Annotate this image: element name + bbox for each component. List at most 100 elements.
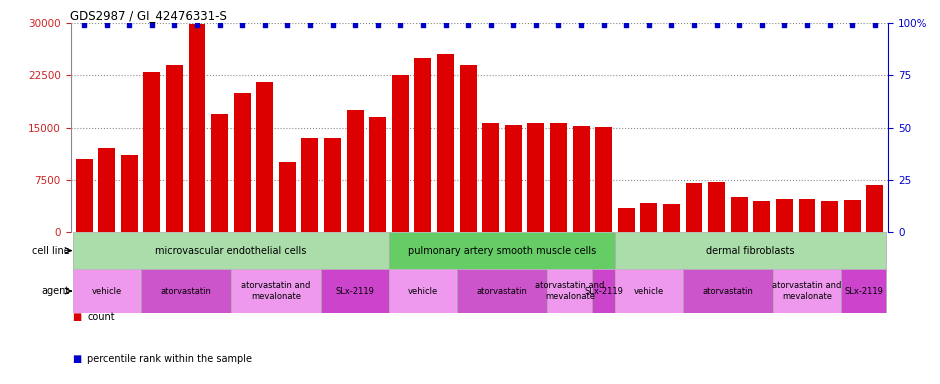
Point	[483, 22, 498, 28]
Text: GDS2987 / GI_42476331-S: GDS2987 / GI_42476331-S	[70, 9, 227, 22]
Point	[99, 22, 114, 28]
Bar	[347, 110, 364, 232]
Bar	[547, 269, 592, 313]
Point	[235, 22, 250, 28]
Point	[461, 22, 476, 28]
Bar	[798, 199, 815, 232]
Point	[776, 22, 791, 28]
Bar	[257, 82, 274, 232]
Point	[348, 22, 363, 28]
Bar	[141, 269, 231, 313]
Text: agent: agent	[41, 286, 70, 296]
Text: atorvastatin: atorvastatin	[477, 286, 527, 296]
Point	[167, 22, 182, 28]
Bar	[302, 138, 319, 232]
Bar	[212, 114, 228, 232]
Text: SLx-2119: SLx-2119	[844, 286, 883, 296]
Bar	[389, 232, 615, 269]
Point	[754, 22, 769, 28]
Point	[258, 22, 273, 28]
Text: atorvastatin: atorvastatin	[702, 286, 753, 296]
Bar	[730, 197, 747, 232]
Bar	[708, 182, 725, 232]
Bar	[527, 122, 544, 232]
Bar	[482, 122, 499, 232]
Bar	[640, 203, 657, 232]
Bar	[592, 269, 615, 313]
Bar	[753, 201, 770, 232]
Point	[145, 22, 160, 28]
Point	[190, 22, 205, 28]
Point	[370, 22, 385, 28]
Bar	[867, 185, 884, 232]
Text: vehicle: vehicle	[91, 286, 122, 296]
Point	[868, 22, 883, 28]
Text: microvascular endothelial cells: microvascular endothelial cells	[155, 246, 306, 256]
Point	[415, 22, 431, 28]
Bar	[324, 138, 341, 232]
Bar	[144, 72, 161, 232]
Text: SLx-2119: SLx-2119	[585, 286, 623, 296]
Bar	[595, 127, 612, 232]
Point	[212, 22, 227, 28]
Point	[664, 22, 679, 28]
Point	[121, 22, 136, 28]
Bar	[618, 208, 634, 232]
Bar	[392, 75, 409, 232]
Point	[393, 22, 408, 28]
Bar	[572, 126, 589, 232]
Point	[799, 22, 814, 28]
Text: atorvastatin and
mevalonate: atorvastatin and mevalonate	[773, 281, 841, 301]
Bar	[98, 149, 115, 232]
Text: cell line: cell line	[32, 246, 70, 256]
Bar	[773, 269, 841, 313]
Point	[76, 22, 91, 28]
Point	[845, 22, 860, 28]
Text: ■: ■	[72, 354, 82, 364]
Point	[280, 22, 295, 28]
Bar	[822, 201, 838, 232]
Bar	[615, 232, 886, 269]
Point	[506, 22, 521, 28]
Bar	[279, 162, 296, 232]
Text: count: count	[87, 312, 115, 322]
Text: ■: ■	[72, 312, 82, 322]
Bar	[389, 269, 457, 313]
Point	[438, 22, 453, 28]
Point	[551, 22, 566, 28]
Bar	[415, 58, 431, 232]
Bar	[505, 125, 522, 232]
Text: atorvastatin and
mevalonate: atorvastatin and mevalonate	[535, 281, 604, 301]
Text: pulmonary artery smooth muscle cells: pulmonary artery smooth muscle cells	[408, 246, 596, 256]
Point	[325, 22, 340, 28]
Bar	[437, 55, 454, 232]
Bar	[682, 269, 773, 313]
Point	[596, 22, 611, 28]
Bar	[72, 269, 141, 313]
Point	[303, 22, 318, 28]
Point	[619, 22, 634, 28]
Bar	[369, 117, 386, 232]
Text: SLx-2119: SLx-2119	[336, 286, 374, 296]
Point	[641, 22, 656, 28]
Bar	[234, 93, 251, 232]
Point	[709, 22, 724, 28]
Text: vehicle: vehicle	[634, 286, 664, 296]
Bar	[189, 25, 206, 232]
Point	[573, 22, 588, 28]
Point	[822, 22, 838, 28]
Point	[731, 22, 746, 28]
Bar	[841, 269, 886, 313]
Bar	[457, 269, 547, 313]
Bar	[75, 159, 92, 232]
Bar	[615, 269, 682, 313]
Bar	[72, 232, 389, 269]
Bar	[663, 204, 680, 232]
Bar	[460, 65, 477, 232]
Text: atorvastatin and
mevalonate: atorvastatin and mevalonate	[242, 281, 311, 301]
Bar	[321, 269, 389, 313]
Text: dermal fibroblasts: dermal fibroblasts	[706, 246, 794, 256]
Bar	[685, 183, 702, 232]
Bar	[120, 156, 137, 232]
Point	[686, 22, 701, 28]
